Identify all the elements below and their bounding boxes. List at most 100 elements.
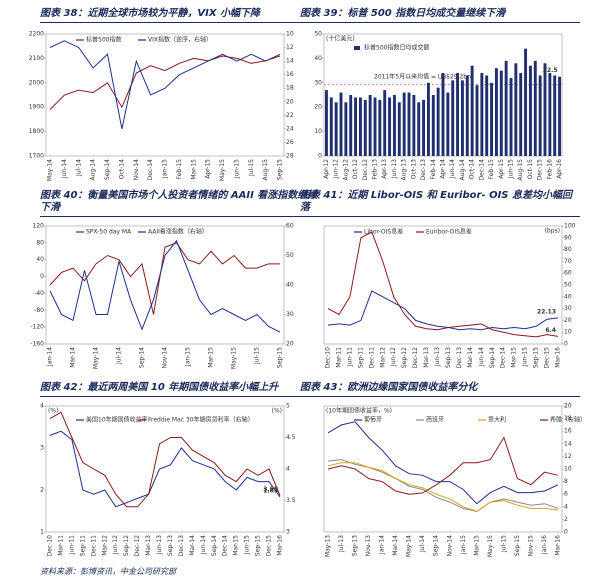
x-tick-label: Mar-15 xyxy=(233,535,240,556)
bar xyxy=(553,75,557,156)
legend-label: 意大利 xyxy=(488,416,506,424)
y-tick-label: 20 xyxy=(314,104,322,111)
x-tick-label: Mar-14 xyxy=(70,347,77,368)
bar xyxy=(373,97,377,156)
x-tick-label: Jun-14 xyxy=(61,159,68,179)
y-tick-label: 2200 xyxy=(29,31,44,38)
x-tick-label: Dec-10 xyxy=(325,347,332,369)
legend-swatch xyxy=(354,46,360,50)
reference-label: 2011年5月以来均值 = US$29.2bn xyxy=(374,72,471,80)
bar xyxy=(499,70,503,156)
y-tick-label: 50 xyxy=(314,31,322,38)
y2-tick-label: 4.5 xyxy=(286,434,296,441)
y-axis-label: (bps) xyxy=(545,228,560,235)
bar xyxy=(460,80,464,156)
series-line xyxy=(49,242,280,315)
x-tick-label: Jun-15 xyxy=(508,159,515,179)
y2-tick-label: 5 xyxy=(286,403,290,410)
bar xyxy=(446,92,450,156)
chart-title: 图表 38：近期全球市场较为平静，VIX 小幅下降 xyxy=(40,8,320,23)
x-tick-label: Aug-14 xyxy=(459,159,466,181)
bar xyxy=(485,75,489,156)
x-tick-label: Feb-16 xyxy=(546,159,553,180)
x-tick-label: Mar-14 xyxy=(189,535,196,556)
y-tick-label: 100 xyxy=(564,223,576,230)
x-tick-label: Jun-13 xyxy=(156,535,163,555)
bar xyxy=(548,73,552,156)
x-tick-label: Mar-14 xyxy=(392,535,399,556)
legend-label: VIX指数（逆序，右轴） xyxy=(148,36,212,44)
x-tick-label: Feb-13 xyxy=(372,159,379,180)
bar xyxy=(324,90,328,156)
end-label: 3.58 xyxy=(263,486,278,493)
x-tick-label: Dec-10 xyxy=(47,535,54,557)
legend-label: 西班牙 xyxy=(426,416,444,424)
x-tick-label: May-14 xyxy=(93,347,100,369)
y2-tick-label: 2 xyxy=(564,516,568,523)
y2-tick-label: 8 xyxy=(564,478,568,485)
y2-tick-label: 10 xyxy=(564,466,572,473)
x-tick-label: Sep-15 xyxy=(514,535,521,556)
x-tick-label: Jan-14 xyxy=(47,347,54,367)
bar xyxy=(431,95,435,156)
x-tick-label: Aug-14 xyxy=(90,159,97,181)
y-tick-label: 120 xyxy=(33,223,45,230)
y-axis-label: (%) xyxy=(48,408,58,415)
x-tick-label: Jan-14 xyxy=(379,535,386,555)
x-tick-label: Dec-14 xyxy=(500,347,507,369)
x-tick-label: Aug-13 xyxy=(401,159,408,181)
y2-tick-label: 24 xyxy=(286,125,294,132)
source-note: 资料来源：彭博资讯，中金公司研究部 xyxy=(40,567,176,576)
bar xyxy=(480,73,484,156)
bar xyxy=(349,95,353,156)
series-line xyxy=(327,231,559,338)
series-line xyxy=(327,459,559,513)
x-tick-label: Dec-15 xyxy=(266,535,273,557)
bar xyxy=(451,80,455,156)
x-tick-label: Apr-16 xyxy=(556,159,563,179)
y2-tick-label: 22 xyxy=(286,112,294,119)
x-tick-label: Mar-13 xyxy=(423,347,430,368)
y-axis-label: (10年期国债收益率，%) xyxy=(326,407,392,415)
x-tick-label: Jun-11 xyxy=(346,347,353,367)
x-tick-label: Dec-14 xyxy=(222,535,229,557)
y2-tick-label: 18 xyxy=(286,85,294,92)
y2-tick-label: 26 xyxy=(286,139,294,146)
y2-tick-label: 4 xyxy=(564,503,568,510)
chart-title: 图表 43：欧洲边缘国家国债收益率分化 xyxy=(300,382,580,397)
x-tick-label: Nov-14 xyxy=(133,159,140,181)
y-tick-label: -160 xyxy=(30,341,44,348)
y-tick-label: 30 xyxy=(564,305,572,312)
chart-title: 图表 39：标普 500 指数日均成交量继续下滑 xyxy=(300,8,580,23)
x-tick-label: Jul-14 xyxy=(75,159,82,177)
bar xyxy=(397,102,401,156)
y-axis-label: (十亿美元) xyxy=(326,35,355,43)
x-tick-label: Apr-15 xyxy=(498,159,505,179)
x-tick-label: May-14 xyxy=(406,535,413,557)
x-tick-label: May-13 xyxy=(325,535,332,557)
y2-tick-label: 10 xyxy=(286,31,294,38)
bar xyxy=(383,90,387,156)
y-tick-label: 4 xyxy=(40,403,44,410)
series-line xyxy=(327,436,559,495)
x-tick-label: Mar-16 xyxy=(555,347,562,368)
x-tick-label: Sep-13 xyxy=(167,535,174,556)
x-tick-label: May-15 xyxy=(219,159,226,181)
x-tick-label: Jul-14 xyxy=(116,347,123,365)
x-tick-label: Jul-15 xyxy=(254,347,261,365)
end-label: 1.83 xyxy=(263,488,278,495)
y2-tick-label: 20 xyxy=(286,341,294,348)
y-tick-label: 1900 xyxy=(29,104,44,111)
legend-label: Euribor-OIS息差 xyxy=(426,228,472,236)
series-line xyxy=(327,462,559,513)
chart: 1 2 3 4 3 3.5 4 4.5 5 (%) (%) Dec-10 Mar-11 Jun-11 Sep… xyxy=(40,403,296,557)
x-tick-label: Mar-12 xyxy=(101,535,108,556)
x-tick-label: Mar-15 xyxy=(511,347,518,368)
x-tick-label: Oct-15 xyxy=(527,159,534,179)
legend-label: 葡萄牙 xyxy=(364,416,382,424)
x-tick-label: Dec-13 xyxy=(456,347,463,369)
bar xyxy=(407,92,411,156)
x-tick-label: Jun-11 xyxy=(68,535,75,555)
x-tick-label: Dec-14 xyxy=(147,159,154,181)
